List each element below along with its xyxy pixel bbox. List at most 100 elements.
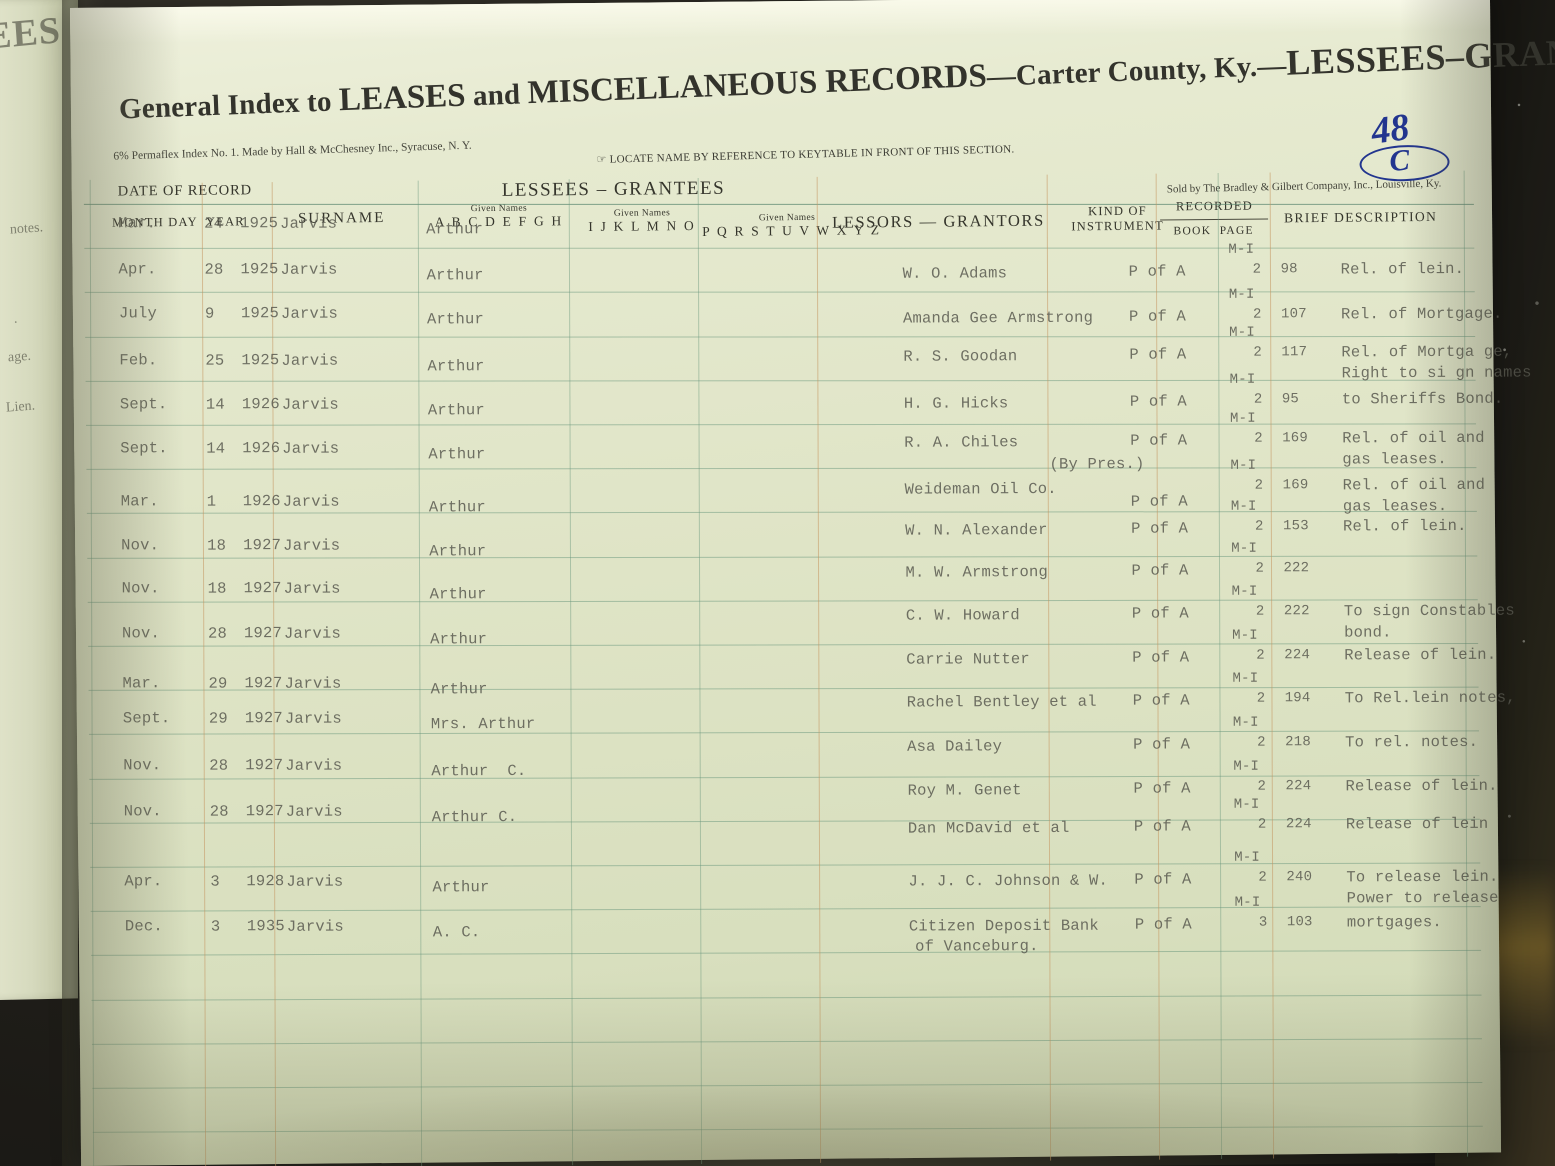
entry-year: 1927 (244, 709, 283, 728)
entry-book-number: 2 (1256, 647, 1265, 664)
entry-year: 1927 (245, 802, 284, 821)
entry-surname: Jarvis (283, 579, 341, 598)
entry-page-number: 153 (1282, 518, 1309, 535)
given-names-letters-2: I J K L M N O (588, 218, 696, 235)
entry-book-number: 2 (1254, 477, 1264, 494)
header-book-page: BOOK PAGE (1156, 224, 1271, 238)
entry-book-label: M-I (1229, 371, 1256, 388)
entry-book-number: 2 (1258, 869, 1268, 886)
entry-year: 1927 (243, 624, 283, 643)
entry-given-name: Arthur C. (431, 808, 518, 827)
entry-book-number: 2 (1252, 306, 1262, 323)
entry-book-label: M-I (1229, 410, 1256, 427)
entry-page-number: 224 (1284, 647, 1311, 664)
entry-day: 3 (210, 872, 220, 891)
page-header: General Index to LEASES and MISCELLANEOU… (70, 0, 1555, 195)
entry-book-number: 2 (1254, 518, 1264, 535)
horizontal-rule (85, 335, 1476, 338)
entry-given-name: Arthur (430, 630, 488, 649)
entry-day: 28 (209, 802, 229, 821)
entry-surname: Jarvis (283, 624, 342, 643)
header-lessors-grantors: LESSORS — GRANTORS (832, 210, 1045, 232)
entry-lessor-note: of Vanceburg. (915, 937, 1039, 956)
entry-year: 1925 (240, 304, 279, 323)
entry-given-name: Arthur C. (431, 761, 527, 781)
entry-day: 28 (209, 756, 229, 775)
entry-book-label: M-I (1233, 758, 1260, 775)
entry-book-number: 2 (1256, 690, 1266, 707)
horizontal-rule (89, 774, 1480, 780)
horizontal-rule (90, 906, 1481, 913)
entry-surname: Jarvis (282, 439, 340, 458)
entry-lessor-grantor: Carrie Nutter (906, 650, 1030, 669)
horizontal-rule (87, 555, 1478, 559)
entry-day: 14 (206, 439, 226, 458)
entry-day: 29 (208, 674, 228, 693)
entry-surname: Jarvis (282, 492, 340, 511)
entry-kind-of-instrument: P of A (1130, 431, 1188, 450)
entry-year: 1926 (241, 395, 280, 414)
title-part-county: —Carter County, Ky.— (986, 49, 1288, 93)
entry-day: 9 (204, 304, 215, 323)
entry-kind-of-instrument: P of A (1129, 392, 1187, 411)
entry-day: 24 (204, 214, 224, 233)
entry-given-name: Arthur (427, 401, 485, 420)
entry-book-number: 2 (1255, 603, 1265, 620)
header-page: PAGE (1219, 224, 1254, 237)
entry-day: 29 (208, 709, 228, 728)
entry-kind-of-instrument: P of A (1131, 519, 1189, 538)
entry-book-label: M-I (1233, 796, 1260, 813)
entry-surname: Jarvis (285, 802, 343, 821)
paper-bottom-curve (80, 1072, 1502, 1166)
entry-day: 25 (205, 351, 225, 370)
entry-page-number: 224 (1285, 778, 1312, 795)
page-title: General Index to LEASES and MISCELLANEOU… (118, 27, 1555, 127)
entry-lessor-grantor: M. W. Armstrong (905, 563, 1049, 582)
entry-book-number: 2 (1253, 391, 1263, 408)
entry-surname: Jarvis (283, 536, 341, 555)
entry-page-number: 194 (1284, 690, 1311, 707)
entry-lessor-grantor: J. J. C. Johnson & W. (908, 871, 1109, 891)
entry-page-number: 222 (1283, 603, 1310, 620)
entry-page-number: 103 (1286, 914, 1313, 931)
entry-kind-of-instrument: P of A (1134, 870, 1192, 889)
entry-book-label: M-I (1230, 498, 1257, 515)
entry-surname: Jarvis (281, 351, 339, 370)
entry-book-label: M-I (1229, 324, 1256, 341)
entry-lessor-grantor: R. S. Goodan (903, 347, 1018, 366)
entry-book-label: M-I (1232, 670, 1259, 687)
entry-given-name: Arthur (429, 542, 487, 561)
entry-year: 1928 (246, 872, 285, 891)
horizontal-rule (84, 291, 1475, 294)
entry-year: 1927 (245, 756, 284, 775)
entry-page-number: 107 (1280, 306, 1307, 323)
entry-surname: Jarvis (280, 260, 338, 279)
entry-year: 1926 (242, 439, 281, 458)
horizontal-rule (91, 950, 1482, 957)
entry-lessor-grantor: Amanda Gee Armstrong (902, 308, 1094, 328)
keytable-instruction: ☞ LOCATE NAME BY REFERENCE TO KEYTABLE I… (596, 143, 1015, 166)
entry-lessor-grantor: R. A. Chiles (904, 433, 1019, 452)
entry-year: 1927 (244, 674, 283, 693)
previous-page-heading-fragment: EES (0, 9, 63, 58)
entry-given-name: Arthur (426, 220, 484, 239)
column-headers: DATE OF RECORD MONTH DAY YEAR SURNAME LE… (72, 166, 1493, 248)
entry-day: 28 (204, 260, 224, 279)
horizontal-rule (86, 423, 1477, 426)
entry-surname: Jarvis (280, 214, 338, 233)
header-given-names-group-2: Given Names I J K L M N O (572, 208, 712, 235)
entry-year: 1926 (242, 492, 281, 511)
entry-lessor-note: (By Pres.) (1049, 454, 1145, 474)
horizontal-rule (88, 730, 1479, 736)
entry-page-number: 218 (1285, 734, 1311, 751)
entry-book-number: 2 (1254, 430, 1263, 447)
entry-lessor-grantor: W. O. Adams (902, 264, 1008, 283)
entry-given-name: A. C. (432, 923, 481, 942)
entry-year: 1935 (246, 917, 285, 936)
entry-page-number: 95 (1281, 391, 1300, 408)
entry-lessor-grantor: Citizen Deposit Bank (908, 916, 1099, 936)
horizontal-rule (85, 379, 1476, 382)
entry-book-label: M-I (1232, 714, 1259, 731)
entry-book-label: M-I (1231, 583, 1258, 600)
